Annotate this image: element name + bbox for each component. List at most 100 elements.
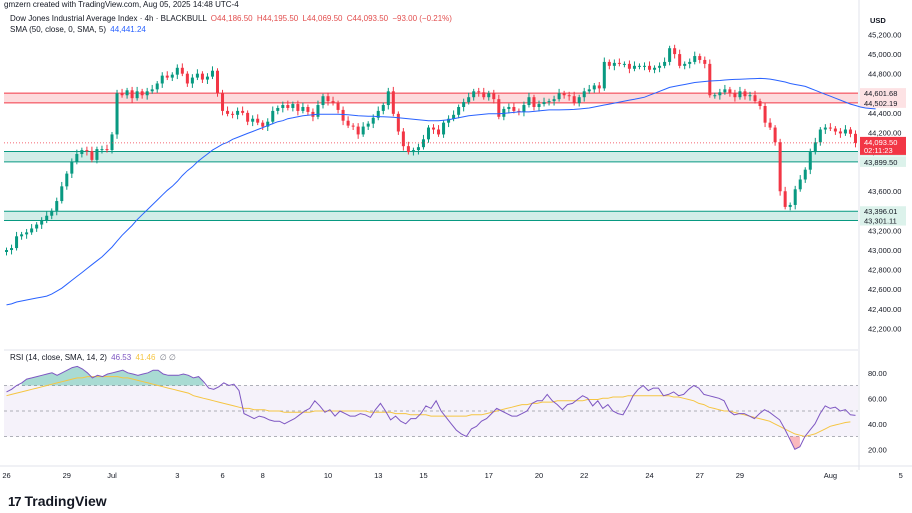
candle-body [80, 150, 84, 155]
candle-body [763, 106, 767, 123]
candle-body [25, 232, 29, 235]
candle-body [256, 118, 260, 123]
candle-body [110, 134, 114, 151]
time-tick-label: 26 [2, 471, 10, 480]
price-tick-label: 44,800.00 [868, 70, 901, 79]
price-tick-label: 42,400.00 [868, 305, 901, 314]
candle-body [55, 201, 59, 211]
candle-body [452, 114, 456, 119]
candle-body [658, 65, 662, 68]
sma-label[interactable]: SMA (50, close, 0, SMA, 5) [10, 25, 107, 34]
candle-body [286, 105, 290, 108]
price-legend: Dow Jones Industrial Average Index · 4h … [10, 14, 452, 23]
candle-body [421, 139, 425, 148]
candle-body [492, 93, 496, 100]
candle-body [401, 131, 405, 147]
candle-body [426, 127, 430, 140]
candle-body [572, 96, 576, 104]
candle-body [607, 61, 611, 66]
candle-body [848, 129, 852, 134]
candle-body [276, 107, 280, 111]
candle-body [773, 127, 777, 143]
candle-body [527, 97, 531, 106]
candle-body [381, 105, 385, 111]
candle-body [291, 104, 295, 108]
candle-body [271, 110, 275, 122]
zone-support [4, 151, 858, 162]
candle-body [597, 85, 601, 89]
candle-body [678, 54, 682, 66]
candle-body [316, 105, 320, 117]
candle-body [688, 61, 692, 64]
price-tick-label: 42,600.00 [868, 285, 901, 294]
candle-body [723, 89, 727, 93]
zone-label-top: 43,396.01 [864, 207, 897, 216]
candle-body [366, 123, 370, 127]
candle-body [537, 104, 541, 107]
rsi-ma-line [6, 376, 851, 438]
candle-body [241, 110, 245, 113]
candle-body [432, 127, 436, 130]
candle-body [698, 56, 702, 60]
candle-body [798, 179, 802, 190]
candle-body [346, 120, 350, 126]
candle-body [90, 151, 94, 160]
candle-body [477, 91, 481, 93]
candle-body [301, 106, 305, 111]
time-tick-label: Aug [824, 471, 837, 480]
rsi-tick-label: 40.00 [868, 420, 887, 429]
candle-body [567, 95, 571, 97]
candle-body [738, 91, 742, 98]
candle-body [793, 189, 797, 205]
candle-body [266, 121, 270, 127]
candle-body [708, 63, 712, 96]
candle-body [411, 150, 415, 153]
candle-body [853, 133, 857, 143]
candle-body [648, 65, 652, 70]
time-tick-label: 24 [645, 471, 653, 480]
candle-body [482, 92, 486, 98]
candle-body [185, 73, 189, 84]
candle-body [296, 104, 300, 111]
countdown-label: 02:11:23 [864, 146, 893, 155]
candle-body [190, 77, 194, 84]
candle-body [637, 65, 641, 67]
candle-body [442, 122, 446, 135]
candle-body [30, 228, 34, 233]
candle-body [371, 117, 375, 124]
candle-body [683, 63, 687, 66]
zone-label-bottom: 43,899.50 [864, 158, 897, 167]
candle-body [472, 91, 476, 98]
time-tick-label: 13 [374, 471, 382, 480]
candle-body [155, 83, 159, 90]
candle-body [215, 70, 220, 94]
candle-body [95, 149, 99, 160]
candle-body [115, 93, 119, 135]
price-tick-label: 44,400.00 [868, 109, 901, 118]
candle-body [748, 95, 752, 97]
brand-name: TradingView [24, 493, 107, 509]
zone-support-low [4, 211, 858, 221]
candle-body [200, 73, 204, 80]
candle-body [457, 106, 461, 115]
candle-body [532, 97, 536, 107]
candle-body [743, 91, 747, 97]
candle-body [663, 61, 667, 66]
time-tick-label: Jul [107, 471, 117, 480]
zone-label-bg [860, 206, 906, 217]
time-tick-label: 8 [261, 471, 265, 480]
candle-body [668, 48, 672, 62]
rsi-label[interactable]: RSI (14, close, SMA, 14, 2) [10, 353, 107, 362]
candle-body [653, 67, 657, 70]
candle-body [145, 91, 149, 96]
candle-body [557, 93, 561, 100]
time-tick-label: 27 [696, 471, 704, 480]
symbol-title[interactable]: Dow Jones Industrial Average Index · 4h … [10, 14, 207, 23]
candle-body [447, 118, 451, 123]
candle-body [562, 93, 566, 96]
candle-body [331, 101, 335, 104]
candle-body [391, 91, 395, 114]
candle-body [160, 75, 164, 84]
candle-body [170, 74, 174, 78]
